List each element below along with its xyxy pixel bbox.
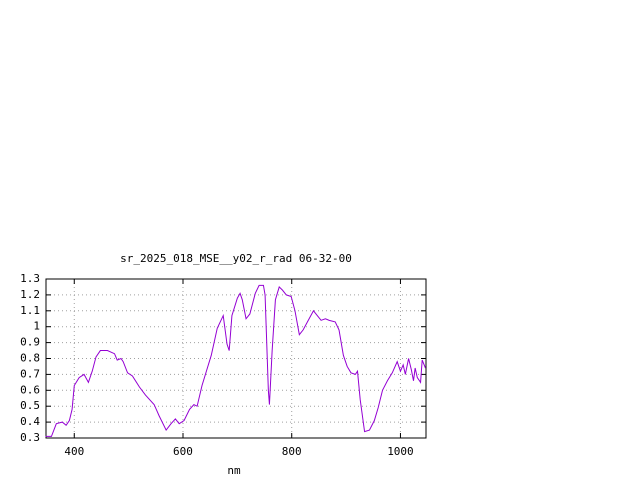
x-tick-label: 800 — [282, 445, 302, 458]
y-tick-label: 1.1 — [20, 304, 40, 317]
y-tick-label: 0.6 — [20, 383, 40, 396]
data-line — [45, 284, 426, 437]
y-tick-label: 0.4 — [20, 415, 40, 428]
y-tick-label: 0.9 — [20, 336, 40, 349]
x-axis-label: nm — [227, 464, 241, 477]
y-tick-label: 0.8 — [20, 352, 40, 365]
y-tick-label: 0.3 — [20, 431, 40, 444]
y-tick-label: 1 — [33, 320, 40, 333]
y-tick-label: 1.3 — [20, 272, 40, 285]
x-tick-label: 600 — [173, 445, 193, 458]
chart-title: sr_2025_018_MSE__y02_r_rad 06-32-00 — [120, 252, 352, 265]
y-tick-label: 0.7 — [20, 367, 40, 380]
x-tick-label: 400 — [64, 445, 84, 458]
x-tick-label: 1000 — [387, 445, 414, 458]
plot-border — [45, 278, 427, 439]
y-tick-label: 0.5 — [20, 399, 40, 412]
y-tick-label: 1.2 — [20, 288, 40, 301]
